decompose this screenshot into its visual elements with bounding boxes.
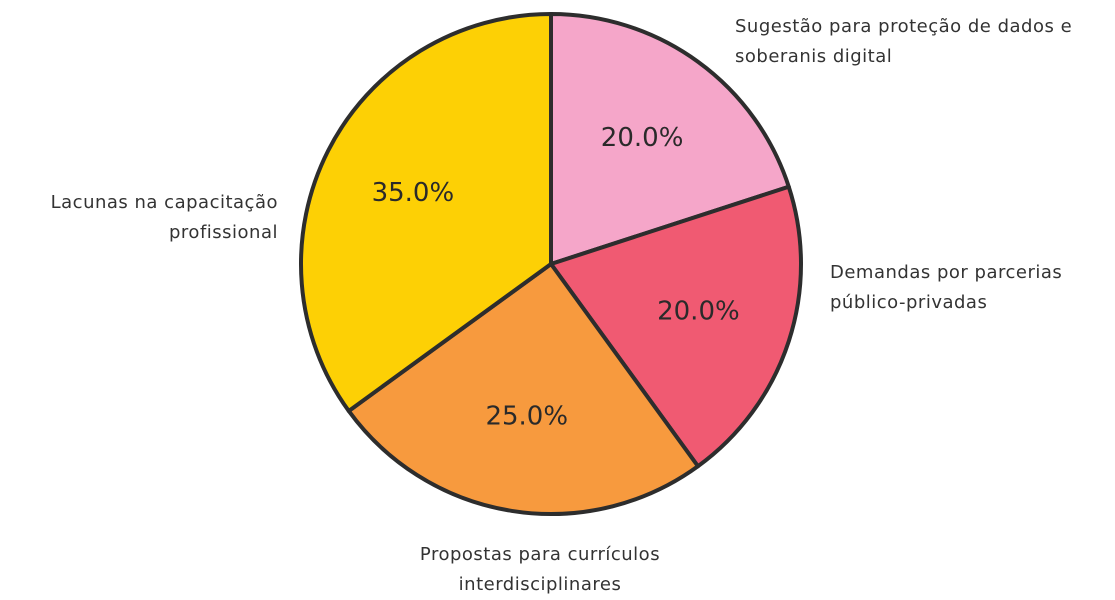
- slice-value-label: 25.0%: [485, 402, 568, 432]
- slice-value-label: 20.0%: [601, 123, 684, 153]
- slice-value-label: 20.0%: [657, 296, 740, 326]
- pie-slice: [299, 12, 553, 413]
- pie-slice: [549, 12, 791, 266]
- pie-slice: [346, 262, 700, 516]
- category-label: Demandas por parcerias público-privadas: [830, 262, 1063, 313]
- slice-value-label: 35.0%: [372, 178, 455, 208]
- pie-slice: [549, 184, 803, 469]
- category-label: Propostas para currículos interdisciplin…: [419, 544, 661, 595]
- category-label: Lacunas na capacitação profissional: [50, 192, 278, 243]
- category-label: Sugestão para proteção de dados e sobera…: [735, 16, 1073, 67]
